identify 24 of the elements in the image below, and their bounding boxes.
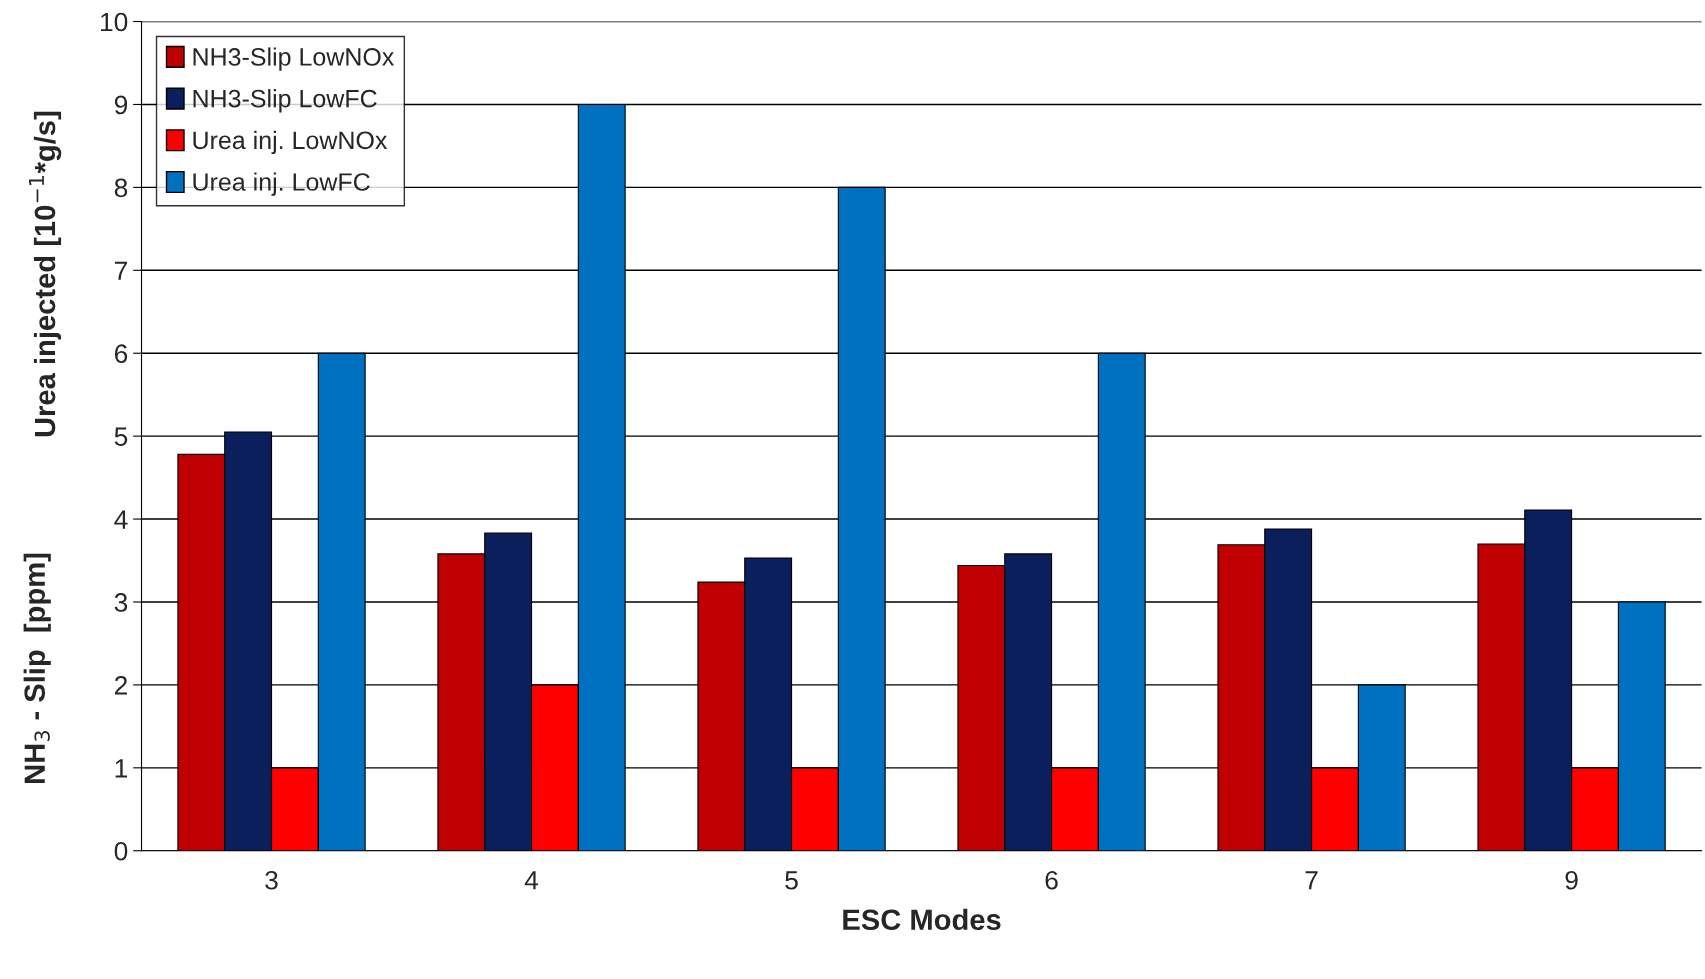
y-tick-label: 3	[114, 593, 128, 612]
x-tick-label: 4	[524, 871, 539, 890]
legend-label: Urea inj. LowNOx	[193, 130, 388, 155]
y-tick-label: 8	[114, 178, 128, 198]
y-tick-label: 5	[114, 427, 128, 446]
y-tick-label: 7	[115, 261, 127, 280]
y-tick-label: 6	[114, 344, 128, 364]
y-tick-label: 10	[100, 12, 128, 32]
text: Urea injected [10$^{−1}$*g/s]	[28, 111, 62, 437]
y-tick-label: 9	[114, 95, 128, 115]
x-axis-title: ESC Modes	[843, 908, 1001, 931]
legend-label: Urea inj. LowFC	[193, 172, 370, 196]
x-tick-label: 3	[265, 870, 278, 890]
y-axis-title: NH$_{3}$ - Slip [ppm]	[23, 553, 51, 783]
y-tick-label: 0	[114, 841, 128, 861]
legend-label: NH3-Slip LowNOx	[193, 47, 395, 71]
y-tick-label: 2	[114, 676, 127, 695]
x-tick-label: 7	[1305, 871, 1318, 890]
x-tick-label: 6	[1045, 870, 1058, 890]
y-tick-label: 1	[115, 759, 128, 778]
y-tick-label: 4	[114, 510, 128, 529]
legend-label: NH3-Slip LowFC	[193, 89, 377, 113]
x-tick-label: 5	[785, 871, 798, 890]
x-tick-label: 9	[1565, 870, 1578, 890]
